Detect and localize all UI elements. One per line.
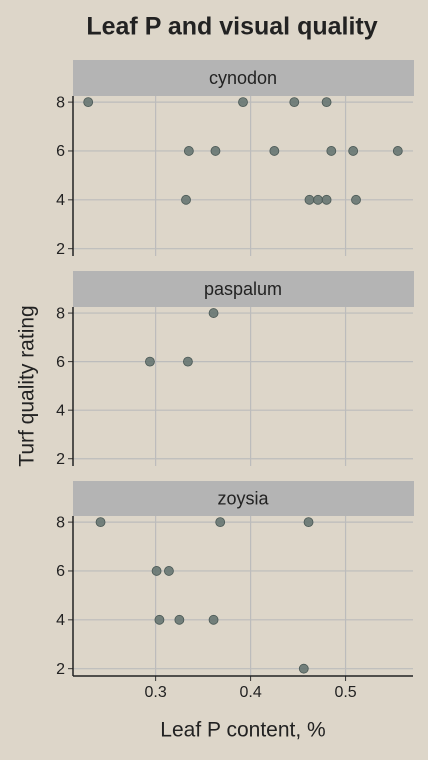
point xyxy=(164,566,174,576)
facet-strip xyxy=(73,60,414,96)
point xyxy=(238,97,248,108)
point xyxy=(392,146,403,156)
point xyxy=(304,194,315,205)
facet-label: paspalum xyxy=(204,279,282,299)
y-axis-label: Turf quality rating xyxy=(16,305,39,466)
point xyxy=(208,308,219,318)
point xyxy=(183,146,194,156)
point xyxy=(289,97,300,108)
point xyxy=(321,97,332,108)
x-tick-label: 0.4 xyxy=(239,684,261,701)
point xyxy=(351,194,361,205)
point xyxy=(298,663,309,674)
y-tick-label: 4 xyxy=(56,612,65,629)
y-tick-label: 2 xyxy=(56,451,65,468)
point xyxy=(145,356,155,367)
y-tick-label: 8 xyxy=(56,514,65,531)
point xyxy=(326,146,337,156)
y-tick-label: 6 xyxy=(56,563,65,580)
y-tick-label: 8 xyxy=(56,305,65,322)
y-tick-label: 4 xyxy=(56,192,65,209)
point xyxy=(215,517,226,528)
chart-title: Leaf P and visual quality xyxy=(86,13,377,41)
facet-label: zoysia xyxy=(217,488,269,508)
y-tick-label: 2 xyxy=(56,241,65,258)
x-axis-label: Leaf P content, % xyxy=(160,719,325,742)
point xyxy=(303,517,314,528)
point xyxy=(321,194,332,205)
y-tick-label: 8 xyxy=(56,94,65,111)
point xyxy=(154,614,165,625)
y-tick-label: 2 xyxy=(56,661,65,678)
point xyxy=(183,356,193,367)
y-tick-label: 4 xyxy=(56,402,65,419)
point xyxy=(210,146,221,156)
point xyxy=(181,194,191,205)
point xyxy=(348,146,359,156)
point xyxy=(313,194,323,205)
point xyxy=(208,614,219,625)
point xyxy=(269,146,280,156)
point xyxy=(174,614,185,625)
facet-label: cynodon xyxy=(209,68,277,88)
x-tick-label: 0.5 xyxy=(334,684,356,701)
point xyxy=(151,566,162,576)
facet-strip xyxy=(73,271,414,307)
facet-strip xyxy=(73,481,414,516)
y-tick-label: 6 xyxy=(56,143,65,160)
point xyxy=(95,517,106,528)
x-tick-label: 0.3 xyxy=(145,684,167,701)
point xyxy=(83,97,94,108)
y-tick-label: 6 xyxy=(56,354,65,371)
